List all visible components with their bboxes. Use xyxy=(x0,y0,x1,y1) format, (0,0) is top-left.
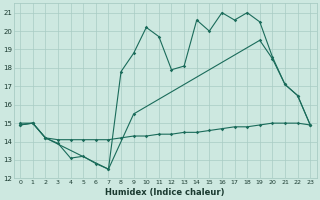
X-axis label: Humidex (Indice chaleur): Humidex (Indice chaleur) xyxy=(106,188,225,197)
